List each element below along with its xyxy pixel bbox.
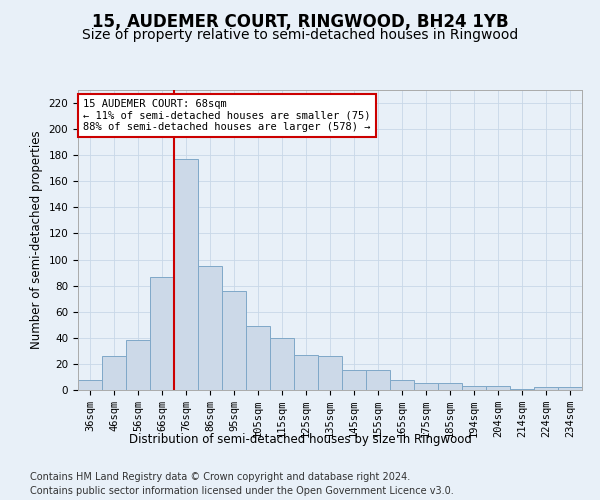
Text: Contains public sector information licensed under the Open Government Licence v3: Contains public sector information licen… <box>30 486 454 496</box>
Bar <box>414 384 438 390</box>
Text: Size of property relative to semi-detached houses in Ringwood: Size of property relative to semi-detach… <box>82 28 518 42</box>
Bar <box>222 291 246 390</box>
Bar <box>78 380 102 390</box>
Bar <box>294 355 318 390</box>
Text: Distribution of semi-detached houses by size in Ringwood: Distribution of semi-detached houses by … <box>128 432 472 446</box>
Bar <box>366 370 390 390</box>
Bar <box>438 384 462 390</box>
Bar <box>534 388 558 390</box>
Bar <box>486 386 510 390</box>
Bar <box>318 356 342 390</box>
Bar <box>198 266 222 390</box>
Y-axis label: Number of semi-detached properties: Number of semi-detached properties <box>30 130 43 350</box>
Bar <box>102 356 126 390</box>
Text: 15 AUDEMER COURT: 68sqm
← 11% of semi-detached houses are smaller (75)
88% of se: 15 AUDEMER COURT: 68sqm ← 11% of semi-de… <box>83 99 371 132</box>
Bar <box>462 386 486 390</box>
Bar <box>150 276 174 390</box>
Bar <box>174 159 198 390</box>
Text: 15, AUDEMER COURT, RINGWOOD, BH24 1YB: 15, AUDEMER COURT, RINGWOOD, BH24 1YB <box>92 12 508 30</box>
Bar <box>510 388 534 390</box>
Bar <box>342 370 366 390</box>
Text: Contains HM Land Registry data © Crown copyright and database right 2024.: Contains HM Land Registry data © Crown c… <box>30 472 410 482</box>
Bar <box>270 338 294 390</box>
Bar <box>126 340 150 390</box>
Bar <box>390 380 414 390</box>
Bar <box>246 326 270 390</box>
Bar <box>558 388 582 390</box>
